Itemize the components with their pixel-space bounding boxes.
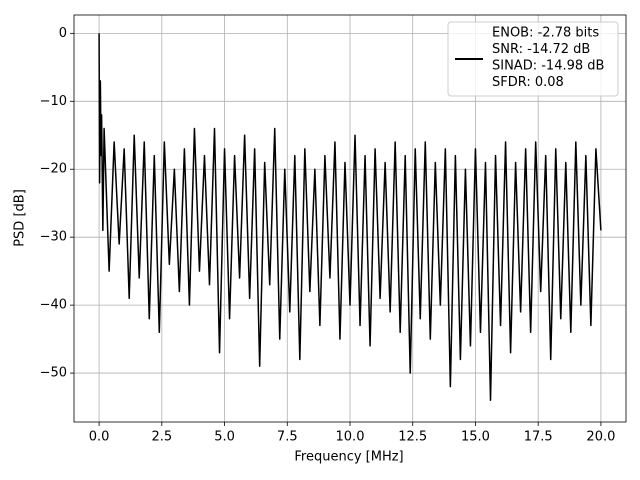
x-tick-label: 17.5 bbox=[524, 430, 553, 445]
x-tick-label: 7.5 bbox=[277, 430, 298, 445]
y-tick-label: −10 bbox=[40, 94, 67, 109]
legend-label: SFDR: 0.08 bbox=[492, 75, 564, 90]
y-tick-label: −20 bbox=[40, 162, 67, 177]
legend-label: ENOB: -2.78 bits bbox=[492, 26, 599, 41]
x-tick-label: 10.0 bbox=[336, 430, 365, 445]
x-tick-label: 15.0 bbox=[461, 430, 490, 445]
x-tick-label: 5.0 bbox=[214, 430, 235, 445]
y-tick-label: −40 bbox=[40, 298, 67, 313]
legend-label: SNR: -14.72 dB bbox=[492, 42, 590, 57]
legend-label: SINAD: -14.98 dB bbox=[492, 59, 604, 74]
legend-box bbox=[447, 21, 619, 97]
x-tick-label: 20.0 bbox=[586, 430, 615, 445]
y-axis-label: PSD [dB] bbox=[13, 189, 28, 247]
y-tick-label: −50 bbox=[40, 366, 67, 381]
plot-frame bbox=[73, 14, 627, 423]
x-tick-label: 2.5 bbox=[151, 430, 172, 445]
x-tick-label: 0.0 bbox=[89, 430, 110, 445]
y-tick-label: −30 bbox=[40, 230, 67, 245]
data-line bbox=[98, 33, 602, 402]
x-axis-label: Frequency [MHz] bbox=[294, 450, 403, 465]
y-tick-label: 0 bbox=[59, 26, 67, 41]
x-tick-label: 12.5 bbox=[398, 430, 427, 445]
